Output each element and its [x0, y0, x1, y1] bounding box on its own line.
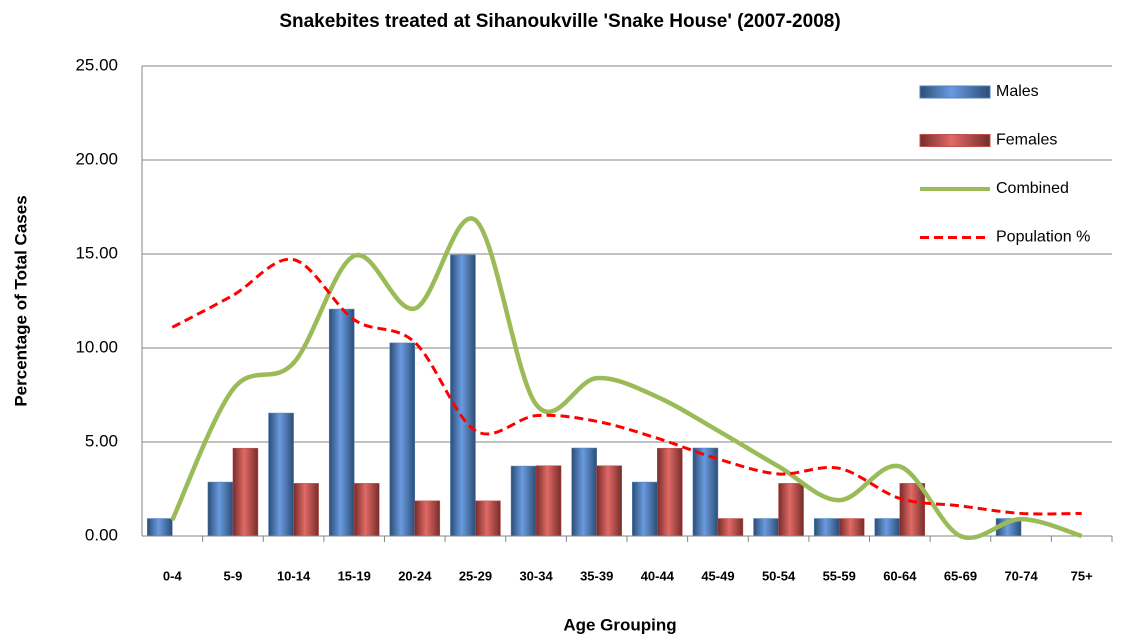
line [171, 257, 1082, 516]
x-tick-label: 40-44 [641, 568, 675, 583]
y-axis-label: Percentage of Total Cases [11, 195, 30, 406]
bar [632, 481, 658, 537]
bar [207, 481, 234, 537]
x-tick-label: 55-59 [823, 568, 856, 583]
legend-swatch [919, 85, 991, 99]
bar [232, 447, 259, 537]
bar [268, 412, 294, 537]
x-tick-label: 50-54 [762, 568, 796, 583]
bar [813, 518, 840, 537]
bar [753, 518, 779, 537]
x-tick-label: 35-39 [580, 568, 613, 583]
x-tick-label: 70-74 [1004, 568, 1038, 583]
x-tick-label: 75+ [1071, 568, 1093, 583]
x-tick-label: 45-49 [701, 568, 734, 583]
x-tick-label: 5-9 [224, 568, 243, 583]
bar [596, 465, 622, 537]
bar [510, 465, 537, 537]
bar [450, 254, 476, 537]
legend-label: Males [996, 83, 1039, 100]
bar [147, 518, 173, 537]
legend-label: Combined [996, 180, 1069, 197]
bar [657, 447, 683, 537]
legend-label: Population % [996, 229, 1090, 246]
y-tick-label: 10.00 [75, 337, 118, 356]
x-tick-label: 20-24 [398, 568, 432, 583]
bar [778, 483, 804, 537]
bar [535, 465, 562, 537]
bar [717, 518, 744, 537]
x-tick-label: 65-69 [944, 568, 977, 583]
x-axis-label: Age Grouping [563, 615, 676, 634]
bar [874, 518, 901, 537]
y-tick-label: 20.00 [75, 149, 118, 168]
legend-swatch [919, 134, 991, 147]
y-tick-label: 15.00 [75, 243, 118, 262]
y-tick-label: 25.00 [75, 55, 118, 74]
x-tick-label: 0-4 [163, 568, 183, 583]
line [170, 216, 1083, 540]
y-tick-label: 0.00 [85, 525, 118, 544]
bar [692, 447, 719, 537]
y-tick-label: 5.00 [85, 431, 118, 450]
chart-title: Snakebites treated at Sihanoukville 'Sna… [279, 11, 840, 32]
bar [899, 483, 926, 537]
bar [414, 500, 441, 537]
bar [838, 518, 865, 537]
x-tick-label: 15-19 [338, 568, 371, 583]
x-tick-label: 10-14 [277, 568, 311, 583]
bar [328, 308, 355, 537]
bar [353, 483, 380, 537]
bar [571, 447, 597, 537]
x-tick-label: 30-34 [519, 568, 553, 583]
bar [293, 483, 319, 537]
bar [389, 342, 416, 537]
x-tick-label: 60-64 [883, 568, 917, 583]
legend-label: Females [996, 132, 1057, 149]
x-tick-label: 25-29 [459, 568, 492, 583]
bar [475, 500, 501, 537]
